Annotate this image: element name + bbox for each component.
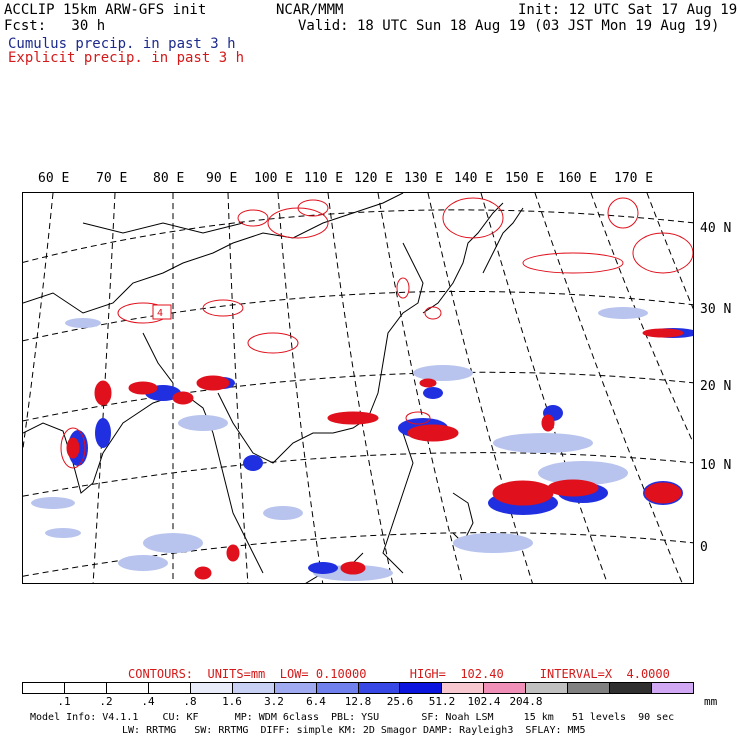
lat-label-20: 20 N [700, 379, 732, 394]
init-time: Init: 12 UTC Sat 17 Aug 19 [518, 2, 738, 18]
colorbar-tick-label: .2 [99, 695, 113, 708]
product-title: ACCLIP 15km ARW-GFS init [4, 2, 207, 18]
lon-label-60: 60 E [38, 171, 70, 186]
legend-explicit: Explicit precip. in past 3 h [8, 50, 245, 66]
colorbar-tick-label: .4 [141, 695, 155, 708]
model-info-line1: Model Info: V4.1.1 CU: KF MP: WDM 6class… [30, 712, 675, 723]
colorbar-segment [23, 683, 65, 693]
colorbar-segment [652, 683, 693, 693]
light-precip [31, 307, 648, 581]
colorbar-tick-label: 6.4 [306, 695, 326, 708]
colorbar-tick-label: 102.4 [467, 695, 501, 708]
colorbar-segment [526, 683, 569, 693]
colorbar-segment [400, 683, 443, 693]
lon-label-90: 90 E [206, 171, 238, 186]
model-info-line2: LW: RRTMG SW: RRTMG DIFF: simple KM: 2D … [122, 725, 586, 736]
legend-cumulus: Cumulus precip. in past 3 h [8, 36, 236, 52]
colorbar-segment [64, 683, 107, 693]
colorbar-tick-label: 204.8 [509, 695, 543, 708]
colorbar-tick-label: 25.6 [386, 695, 414, 708]
valid-time: Valid: 18 UTC Sun 18 Aug 19 (03 JST Mon … [298, 18, 720, 34]
precip-map: 4 [22, 192, 694, 584]
colorbar-segment [106, 683, 149, 693]
lon-label-70: 70 E [96, 171, 128, 186]
lat-label-30: 30 N [700, 302, 732, 317]
lon-label-80: 80 E [153, 171, 185, 186]
lon-label-100: 100 E [254, 171, 294, 186]
map-canvas: 4 [23, 193, 693, 583]
colorbar-tick-label: 1.6 [222, 695, 242, 708]
colorbar-unit: mm [704, 695, 718, 708]
lon-label-150: 150 E [505, 171, 545, 186]
colorbar-segment [232, 683, 275, 693]
colorbar-tick-label: 3.2 [264, 695, 284, 708]
colorbar-tick-label: 12.8 [344, 695, 372, 708]
lon-label-120: 120 E [354, 171, 394, 186]
explicit-precip [60, 197, 693, 580]
contour-label-text: 4 [157, 308, 163, 319]
colorbar-segment [316, 683, 359, 693]
lon-label-130: 130 E [404, 171, 444, 186]
colorbar-segment [274, 683, 317, 693]
lat-label-10: 10 N [700, 458, 732, 473]
lon-label-110: 110 E [304, 171, 344, 186]
lat-label-40: 40 N [700, 221, 732, 236]
lon-label-170: 170 E [614, 171, 654, 186]
colorbar-segment [442, 683, 485, 693]
colorbar-tick-label: .1 [57, 695, 71, 708]
lon-label-160: 160 E [558, 171, 598, 186]
latitude-lines [23, 209, 693, 577]
contour-label-box [152, 304, 172, 320]
forecast-hour: Fcst: 30 h [4, 18, 106, 34]
lon-label-140: 140 E [454, 171, 494, 186]
longitude-lines [23, 193, 693, 583]
colorbar-segment [568, 683, 611, 693]
institution-label: NCAR/MMM [276, 2, 344, 18]
colorbar-segment [484, 683, 527, 693]
colorbar-tick-label: .8 [183, 695, 197, 708]
colorbar-tick-label: 51.2 [428, 695, 456, 708]
colorbar-segment [148, 683, 191, 693]
contours-info: CONTOURS: UNITS=mm LOW= 0.10000 HIGH= 10… [128, 667, 670, 681]
colorbar-segment [610, 683, 653, 693]
colorbar-segment [358, 683, 401, 693]
colorbar-segment [190, 683, 233, 693]
colorbar [22, 682, 694, 694]
lat-label-0: 0 [700, 540, 708, 555]
